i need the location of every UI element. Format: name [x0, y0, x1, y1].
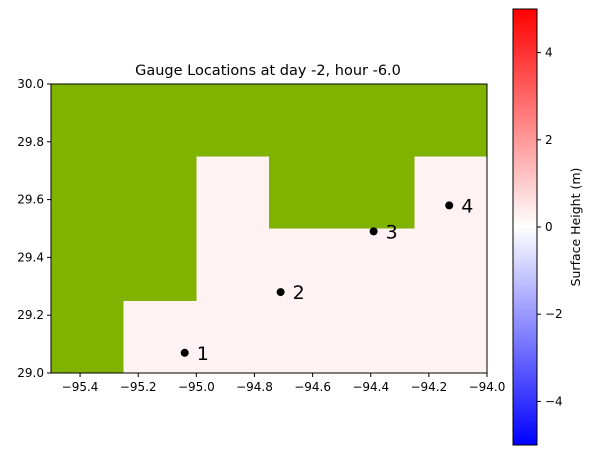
water-region-3	[196, 156, 269, 229]
x-tick-label: −94.0	[469, 380, 506, 394]
y-tick-label: 30.0	[17, 77, 44, 91]
gauge-label-2: 2	[293, 282, 305, 304]
x-tick-label: −94.2	[410, 380, 447, 394]
gauge-layer: 1 2 3 4	[180, 195, 473, 365]
water-region-4	[414, 156, 487, 229]
gauge-label-4: 4	[461, 195, 473, 217]
plot-area	[50, 83, 488, 374]
y-tick-label: 29.6	[17, 193, 44, 207]
x-tick-label: −94.6	[294, 380, 331, 394]
colorbar-tick-label: 0	[545, 220, 553, 234]
y-tick-label: 29.4	[17, 250, 44, 264]
axes-frame	[50, 83, 488, 374]
colorbar-tick-label: −4	[545, 394, 563, 408]
water-layer	[123, 156, 488, 373]
gauge-marker-3	[369, 227, 378, 236]
colorbar: −4 −2 0 2 4 Surface Height (m)	[512, 8, 583, 446]
colorbar-gradient	[512, 8, 538, 446]
gauge-marker-4	[445, 201, 454, 210]
x-tick-label: −95.2	[120, 380, 157, 394]
colorbar-label: Surface Height (m)	[568, 168, 583, 287]
y-axis: 29.0 29.2 29.4 29.6 29.8 30.0	[17, 77, 51, 380]
gauge-label-1: 1	[197, 343, 209, 365]
y-tick-label: 29.2	[17, 308, 44, 322]
colorbar-tick-label: −2	[545, 307, 563, 321]
gauge-label-3: 3	[386, 221, 398, 243]
x-axis: −95.4 −95.2 −95.0 −94.8 −94.6 −94.4 −94.2 −94.0	[62, 373, 506, 394]
x-tick-label: −94.4	[352, 380, 389, 394]
colorbar-ticks: −4 −2 0 2 4	[537, 46, 563, 408]
x-tick-label: −95.0	[178, 380, 215, 394]
x-tick-label: −94.8	[236, 380, 273, 394]
colorbar-tick-label: 4	[545, 46, 553, 60]
colorbar-tick-label: 2	[545, 133, 553, 147]
chart-title: Gauge Locations at day -2, hour -6.0	[135, 63, 401, 79]
water-region-1	[123, 300, 488, 373]
y-tick-label: 29.8	[17, 135, 44, 149]
water-region-2	[196, 228, 488, 301]
gauge-marker-2	[276, 288, 285, 297]
gauge-marker-1	[180, 348, 189, 357]
x-tick-label: −95.4	[62, 380, 99, 394]
y-tick-label: 29.0	[17, 366, 44, 380]
